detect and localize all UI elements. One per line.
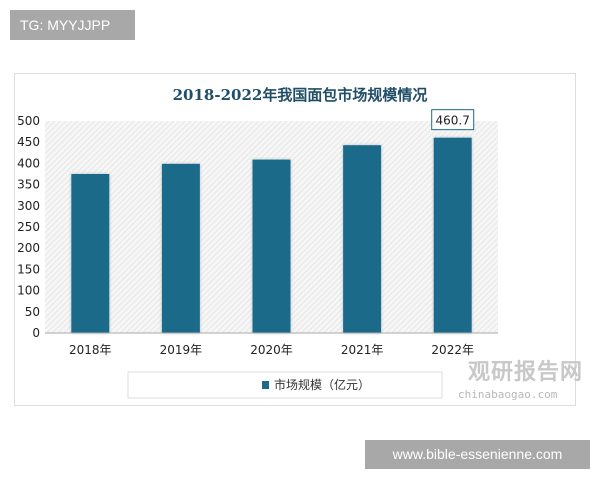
y-tick-label: 400 xyxy=(17,156,40,170)
bar xyxy=(252,159,291,333)
data-label-box xyxy=(431,109,475,131)
y-tick-label: 500 xyxy=(17,114,40,128)
y-tick-label: 300 xyxy=(17,199,40,213)
chart-title: 2018-2022年我国面包市场规模情况 xyxy=(173,86,428,104)
chart-frame xyxy=(14,73,576,406)
x-tick-label: 2020年 xyxy=(250,343,293,357)
y-tick-label: 0 xyxy=(32,326,40,340)
y-tick-label: 250 xyxy=(17,220,40,234)
watermark-bottom: www.bible-essenienne.com xyxy=(365,440,590,469)
bar xyxy=(161,163,200,333)
y-tick-label: 150 xyxy=(17,262,40,276)
bar xyxy=(433,137,472,333)
y-tick-label: 100 xyxy=(17,284,40,298)
data-label: 460.7 xyxy=(436,114,470,128)
x-tick-label: 2019年 xyxy=(160,343,203,357)
bar xyxy=(343,145,382,333)
watermark-top: TG: MYYJJPP xyxy=(10,10,135,40)
y-tick-label: 200 xyxy=(17,241,40,255)
y-tick-label: 350 xyxy=(17,178,40,192)
y-tick-label: 50 xyxy=(25,305,40,319)
x-tick-label: 2022年 xyxy=(431,343,474,357)
legend xyxy=(127,371,443,399)
logo-url: chinabaogao.com xyxy=(458,388,558,401)
x-tick-label: 2018年 xyxy=(69,343,112,357)
bar xyxy=(71,174,110,333)
logo-text: 观研报告网 xyxy=(468,360,584,385)
legend-label: 市场规模（亿元） xyxy=(274,377,370,392)
x-tick-label: 2021年 xyxy=(341,343,384,357)
y-tick-label: 450 xyxy=(17,135,40,149)
legend-swatch xyxy=(262,381,269,389)
